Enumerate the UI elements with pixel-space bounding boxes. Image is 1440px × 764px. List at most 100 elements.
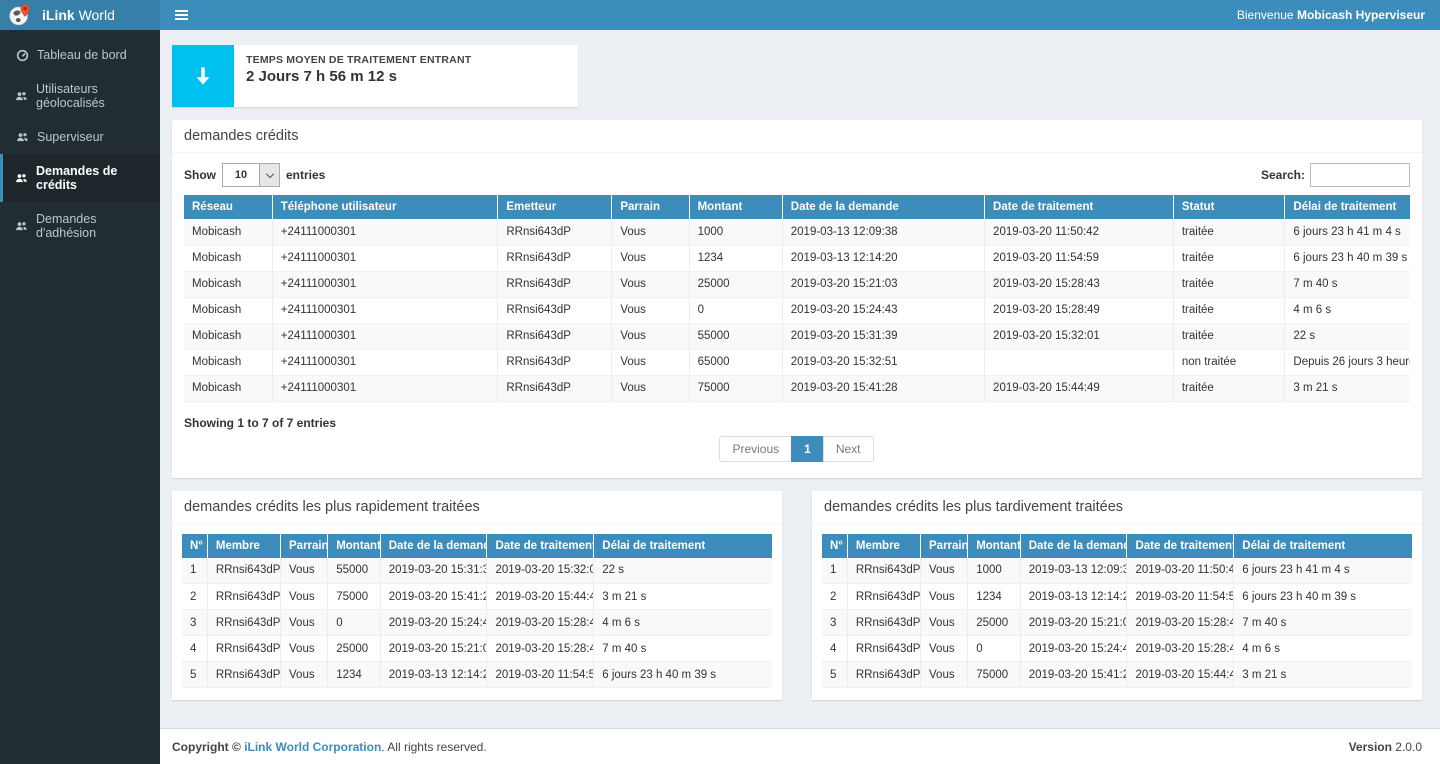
- table-row: Mobicash+24111000301RRnsi643dPVous100020…: [184, 219, 1410, 245]
- table-row: 2RRnsi643dPVous750002019-03-20 15:41:282…: [182, 584, 772, 610]
- page-content: TEMPS MOYEN DE TRAITEMENT ENTRANT 2 Jour…: [160, 30, 1440, 728]
- panel-slowest-credits: demandes crédits les plus tardivement tr…: [812, 491, 1422, 701]
- column-header: Date de la demande: [1020, 534, 1127, 558]
- table-cell: Vous: [281, 610, 328, 636]
- table-cell: 0: [689, 297, 782, 323]
- users-icon: [15, 220, 28, 233]
- brand-name: iLink World: [42, 7, 115, 23]
- table-cell: RRnsi643dP: [498, 349, 612, 375]
- table-cell: 6 jours 23 h 40 m 39 s: [594, 662, 772, 688]
- app-logo[interactable]: iLink World: [0, 0, 160, 30]
- table-cell: 2019-03-20 15:41:28: [1020, 662, 1127, 688]
- column-header: Date de la demande: [380, 534, 487, 558]
- table-cell: RRnsi643dP: [498, 219, 612, 245]
- table-row: 3RRnsi643dPVous02019-03-20 15:24:432019-…: [182, 610, 772, 636]
- sidebar-item-label: Superviseur: [37, 130, 104, 144]
- table-cell: Vous: [921, 662, 968, 688]
- table-cell: 75000: [328, 584, 381, 610]
- users-icon: [15, 90, 28, 103]
- table-row: 3RRnsi643dPVous250002019-03-20 15:21:032…: [822, 610, 1412, 636]
- table-row: Mobicash+24111000301RRnsi643dPVous250002…: [184, 271, 1410, 297]
- table-cell: 2: [822, 584, 847, 610]
- fastest-credits-table: N°MembreParrainMontantDate de la demande…: [182, 534, 772, 689]
- table-cell: RRnsi643dP: [847, 584, 920, 610]
- previous-page-button[interactable]: Previous: [719, 436, 792, 462]
- table-cell: 75000: [968, 662, 1021, 688]
- sidebar-item-demandes-de-credits[interactable]: Demandes de crédits: [0, 154, 160, 202]
- table-cell: 0: [968, 636, 1021, 662]
- table-cell: 7 m 40 s: [594, 636, 772, 662]
- table-cell: Vous: [921, 636, 968, 662]
- table-cell: Mobicash: [184, 323, 272, 349]
- next-page-button[interactable]: Next: [823, 436, 874, 462]
- table-row: Mobicash+24111000301RRnsi643dPVous750002…: [184, 375, 1410, 401]
- users-icon: [15, 172, 28, 185]
- table-cell: 2019-03-20 15:28:43: [487, 636, 594, 662]
- column-header[interactable]: Téléphone utilisateur: [272, 195, 498, 219]
- table-cell: RRnsi643dP: [498, 323, 612, 349]
- column-header: N°: [822, 534, 847, 558]
- page-1-button[interactable]: 1: [791, 436, 824, 462]
- welcome-message: Bienvenue Mobicash Hyperviseur: [1237, 8, 1425, 22]
- credits-table: RéseauTéléphone utilisateurEmetteurParra…: [184, 195, 1410, 402]
- sidebar-item-utilisateurs-geolocalises[interactable]: Utilisateurs géolocalisés: [0, 72, 160, 120]
- table-cell: 2019-03-20 15:41:28: [380, 584, 487, 610]
- sidebar-item-label: Utilisateurs géolocalisés: [36, 82, 148, 110]
- table-cell: +24111000301: [272, 297, 498, 323]
- table-cell: 75000: [689, 375, 782, 401]
- column-header: Date de traitement: [487, 534, 594, 558]
- table-cell: RRnsi643dP: [207, 610, 280, 636]
- column-header[interactable]: Date de traitement: [985, 195, 1174, 219]
- top-navbar: Bienvenue Mobicash Hyperviseur: [160, 0, 1440, 30]
- arrow-down-icon: [172, 45, 234, 107]
- table-cell: 2019-03-20 11:54:59: [1127, 584, 1234, 610]
- table-cell: 1: [182, 558, 207, 584]
- table-cell: +24111000301: [272, 375, 498, 401]
- table-cell: 2019-03-20 15:28:49: [487, 610, 594, 636]
- table-row: 1RRnsi643dPVous550002019-03-20 15:31:392…: [182, 558, 772, 584]
- table-cell: 2019-03-20 11:54:59: [985, 245, 1174, 271]
- column-header[interactable]: Date de la demande: [782, 195, 984, 219]
- table-cell: RRnsi643dP: [847, 662, 920, 688]
- table-cell: 1000: [968, 558, 1021, 584]
- column-header[interactable]: Parrain: [612, 195, 689, 219]
- table-cell: 2019-03-13 12:14:20: [1020, 584, 1127, 610]
- sidebar-item-superviseur[interactable]: Superviseur: [0, 120, 160, 154]
- search-input[interactable]: [1310, 163, 1410, 187]
- search-control: Search:: [1261, 163, 1410, 187]
- column-header[interactable]: Emetteur: [498, 195, 612, 219]
- table-cell: 4 m 6 s: [1234, 636, 1412, 662]
- table-cell: 6 jours 23 h 40 m 39 s: [1285, 245, 1410, 271]
- panel-title: demandes crédits les plus rapidement tra…: [172, 491, 782, 524]
- sidebar-item-tableau-de-bord[interactable]: Tableau de bord: [0, 38, 160, 72]
- table-row: 5RRnsi643dPVous750002019-03-20 15:41:282…: [822, 662, 1412, 688]
- table-cell: traitée: [1173, 245, 1285, 271]
- column-header[interactable]: Montant: [689, 195, 782, 219]
- company-link[interactable]: iLink World Corporation: [244, 740, 381, 754]
- column-header[interactable]: Réseau: [184, 195, 272, 219]
- table-cell: 25000: [968, 610, 1021, 636]
- table-cell: Depuis 26 jours 3 heures 29 minutes 34 s…: [1285, 349, 1410, 375]
- table-cell: 4 m 6 s: [1285, 297, 1410, 323]
- table-cell: RRnsi643dP: [847, 610, 920, 636]
- table-cell: 2019-03-20 15:24:43: [782, 297, 984, 323]
- table-cell: 7 m 40 s: [1234, 610, 1412, 636]
- sidebar-toggle-button[interactable]: [172, 6, 191, 24]
- stat-label: TEMPS MOYEN DE TRAITEMENT ENTRANT: [246, 54, 471, 66]
- column-header: Parrain: [921, 534, 968, 558]
- table-cell: Mobicash: [184, 349, 272, 375]
- table-row: Mobicash+24111000301RRnsi643dPVous550002…: [184, 323, 1410, 349]
- page-footer: Copyright © iLink World Corporation. All…: [160, 728, 1440, 764]
- table-cell: Mobicash: [184, 297, 272, 323]
- sidebar-item-demandes-adhesion[interactable]: Demandes d'adhésion: [0, 202, 160, 250]
- table-cell: 2019-03-20 15:44:49: [985, 375, 1174, 401]
- page-length-select[interactable]: 10: [222, 163, 280, 187]
- version-text: Version 2.0.0: [1349, 740, 1422, 754]
- table-cell: 2019-03-20 15:21:03: [380, 636, 487, 662]
- table-cell: 2019-03-13 12:09:38: [782, 219, 984, 245]
- column-header[interactable]: Délai de traitement: [1285, 195, 1410, 219]
- page-length-control: Show 10 entries: [184, 163, 325, 187]
- column-header[interactable]: Statut: [1173, 195, 1285, 219]
- table-cell: 1234: [328, 662, 381, 688]
- table-row: 4RRnsi643dPVous250002019-03-20 15:21:032…: [182, 636, 772, 662]
